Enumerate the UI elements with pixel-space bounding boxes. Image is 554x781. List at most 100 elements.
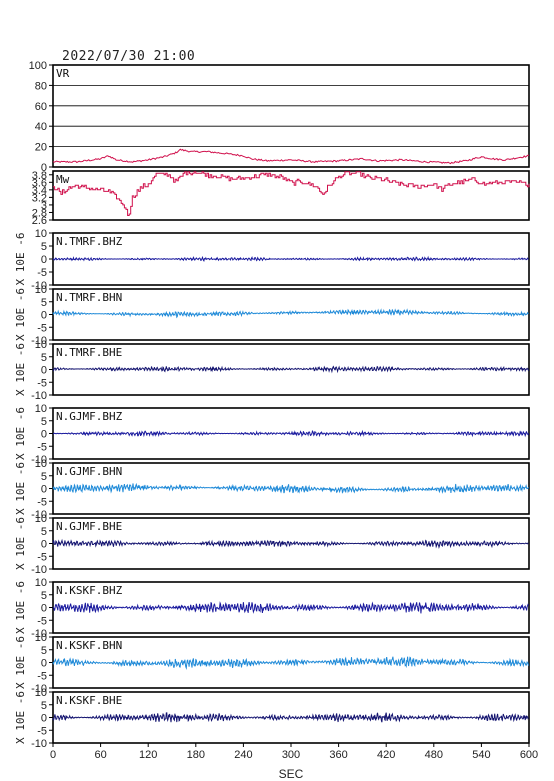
y-tick-label: 5 bbox=[41, 526, 47, 538]
x-tick-label: 240 bbox=[234, 749, 252, 761]
y-tick-label: 3.8 bbox=[32, 170, 47, 182]
y-tick-label: 10 bbox=[35, 458, 47, 470]
x-axis-label: SEC bbox=[279, 767, 304, 781]
y-tick-label: -10 bbox=[31, 564, 47, 576]
x-tick-label: 420 bbox=[377, 749, 395, 761]
x-tick-label: 360 bbox=[329, 749, 347, 761]
panel-mw: 2.62.833.23.43.63.8 Mw bbox=[32, 170, 530, 227]
panel-label: N.KSKF.BHN bbox=[56, 639, 122, 652]
y-tick-label: 10 bbox=[35, 339, 47, 351]
y-tick-label: -5 bbox=[37, 670, 47, 682]
waveform-tmrf_bhz bbox=[52, 255, 529, 262]
panel-frame bbox=[52, 170, 530, 221]
y-tick-label: 5 bbox=[41, 352, 47, 364]
y-tick-label: -5 bbox=[37, 725, 47, 737]
panel-label: N.TMRF.BHN bbox=[56, 291, 122, 304]
y-tick-label: 5 bbox=[41, 645, 47, 657]
y-tick-label: 10 bbox=[35, 632, 47, 644]
y-tick-label: 10 bbox=[35, 228, 47, 240]
y-tick-label: -10 bbox=[31, 390, 47, 402]
y-tick-label: -5 bbox=[37, 377, 47, 389]
waveform-gjmf_bhn bbox=[52, 482, 529, 494]
y-tick-label: 2.6 bbox=[32, 215, 47, 227]
y-tick-label: -5 bbox=[37, 615, 47, 627]
y-tick-label: 40 bbox=[35, 121, 47, 133]
waveform-kskf_bhz bbox=[52, 601, 529, 614]
series-line-vr bbox=[52, 148, 529, 165]
panel-frame bbox=[52, 64, 530, 168]
y-tick-label: 80 bbox=[35, 80, 47, 92]
x-axis: 0 60 120 180 240 300 360 420 480 540 600 SEC bbox=[50, 743, 538, 781]
y-tick-label: 10 bbox=[35, 403, 47, 415]
y-tick-label: -10 bbox=[31, 683, 47, 695]
y-tick-label: 5 bbox=[41, 241, 47, 253]
y-tick-label: 5 bbox=[41, 297, 47, 309]
y-tick-label: 10 bbox=[35, 284, 47, 296]
y-tick-label: -5 bbox=[37, 551, 47, 563]
y-tick-label: 0 bbox=[41, 429, 47, 441]
panel-label: VR bbox=[56, 67, 70, 80]
panel-label: N.GJMF.BHE bbox=[56, 520, 122, 533]
y-tick-label: 0 bbox=[41, 254, 47, 266]
y-unit-label: X 10E -6 bbox=[14, 636, 27, 689]
y-unit-label: X 10E -6 bbox=[14, 407, 27, 460]
y-tick-label: -10 bbox=[31, 280, 47, 292]
panel-label: N.TMRF.BHZ bbox=[56, 235, 123, 248]
y-tick-label: 10 bbox=[35, 577, 47, 589]
y-tick-label: -10 bbox=[31, 628, 47, 640]
panel-label: N.GJMF.BHZ bbox=[56, 410, 123, 423]
panel-label: N.KSKF.BHZ bbox=[56, 584, 123, 597]
y-tick-label: 5 bbox=[41, 590, 47, 602]
y-tick-label: -5 bbox=[37, 322, 47, 334]
y-tick-label: 3.2 bbox=[32, 192, 47, 204]
y-tick-label: 0 bbox=[41, 603, 47, 615]
waveform-kskf_bhe bbox=[52, 712, 529, 723]
y-tick-label: 0 bbox=[41, 484, 47, 496]
y-tick-label: 3.6 bbox=[32, 177, 47, 189]
panel-vr: 0 20 40 60 80 100 VR bbox=[29, 60, 530, 174]
waveform-tmrf_bhn bbox=[52, 308, 529, 319]
datetime-label: 2022/07/30 21:00 bbox=[62, 49, 196, 64]
y-tick-label: -5 bbox=[37, 267, 47, 279]
x-tick-label: 300 bbox=[282, 749, 300, 761]
y-tick-label: 0 bbox=[41, 658, 47, 670]
y-tick-label: -10 bbox=[31, 335, 47, 347]
y-unit-label: X 10E -6 bbox=[14, 517, 27, 570]
y-tick-label: -10 bbox=[31, 454, 47, 466]
y-tick-label: 0 bbox=[41, 713, 47, 725]
panel-label: N.GJMF.BHN bbox=[56, 465, 122, 478]
x-tick-label: 540 bbox=[472, 749, 490, 761]
y-tick-label: 60 bbox=[35, 101, 47, 113]
y-tick-label: 100 bbox=[29, 60, 47, 72]
y-tick-label: -10 bbox=[31, 509, 47, 521]
x-tick-label: 180 bbox=[187, 749, 205, 761]
y-tick-label: 20 bbox=[35, 142, 47, 154]
y-tick-label: 0 bbox=[41, 162, 47, 174]
series-line-mw bbox=[53, 171, 530, 216]
y-tick-label: 5 bbox=[41, 471, 47, 483]
waveform-gjmf_bhz bbox=[53, 429, 529, 438]
y-tick-label: -5 bbox=[37, 441, 47, 453]
x-tick-label: 480 bbox=[425, 749, 443, 761]
y-tick-label: 5 bbox=[41, 416, 47, 428]
y-unit-label: X 10E -6 bbox=[14, 288, 27, 341]
y-unit-label: X 10E -6 bbox=[14, 233, 27, 286]
waveform-gjmf_bhe bbox=[52, 538, 529, 549]
y-unit-label: X 10E -6 bbox=[14, 691, 27, 744]
y-tick-label: 0 bbox=[41, 539, 47, 551]
panel-label: N.TMRF.BHE bbox=[56, 346, 122, 359]
x-tick-label: 0 bbox=[50, 749, 56, 761]
x-tick-label: 600 bbox=[520, 749, 538, 761]
y-unit-label: X 10E -6 bbox=[14, 462, 27, 515]
y-tick-label: 3.4 bbox=[32, 185, 47, 197]
x-tick-label: 60 bbox=[94, 749, 106, 761]
y-tick-label: 10 bbox=[35, 687, 47, 699]
y-tick-label: -10 bbox=[31, 738, 47, 750]
